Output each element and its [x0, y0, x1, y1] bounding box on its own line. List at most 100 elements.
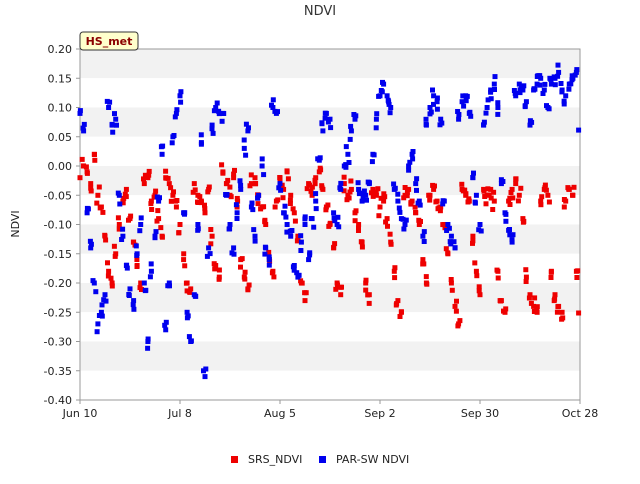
srs-ndvi-point	[151, 194, 157, 200]
par-sw-ndvi-point	[192, 293, 198, 299]
srs-ndvi-point	[116, 226, 122, 232]
srs-ndvi-point	[166, 181, 172, 187]
srs-ndvi-point	[534, 309, 540, 315]
par-sw-ndvi-point	[256, 192, 262, 198]
srs-ndvi-point	[128, 213, 134, 219]
srs-ndvi-point	[290, 206, 296, 212]
srs-ndvi-point	[474, 273, 480, 279]
par-sw-ndvi-point	[484, 105, 490, 110]
badge-box	[79, 31, 139, 51]
par-sw-ndvi-point	[555, 62, 561, 68]
srs-ndvi-point	[445, 250, 451, 256]
par-sw-ndvi-point	[206, 245, 212, 251]
par-sw-ndvi-point	[308, 216, 314, 221]
srs-ndvi-point	[216, 276, 222, 282]
par-sw-ndvi-point	[138, 215, 144, 221]
par-sw-ndvi-point	[420, 233, 426, 239]
par-sw-ndvi-point	[527, 122, 533, 128]
srs-ndvi-point	[341, 188, 347, 194]
par-sw-ndvi-point	[209, 122, 215, 128]
par-sw-ndvi-point	[238, 182, 244, 188]
par-sw-ndvi-point	[568, 81, 574, 87]
par-sw-ndvi-point	[548, 76, 554, 82]
srs-ndvi-point	[565, 185, 571, 191]
y-tick-label: -0.30	[44, 336, 72, 349]
par-sw-ndvi-point	[241, 145, 247, 151]
par-sw-ndvi-point	[402, 222, 408, 227]
par-sw-ndvi-point	[527, 118, 533, 124]
par-sw-ndvi-point	[198, 132, 204, 138]
srs-ndvi-point	[271, 274, 277, 280]
par-sw-ndvi-point	[452, 245, 458, 251]
par-sw-ndvi-point	[145, 345, 151, 351]
x-axis: Jun 10 Jul 8 Aug 5 Sep 2 Sep 30 Oct 28	[62, 400, 598, 420]
par-sw-ndvi-point	[473, 192, 479, 198]
srs-ndvi-point	[181, 257, 187, 263]
par-sw-ndvi-point	[507, 227, 512, 232]
srs-ndvi-point	[242, 269, 248, 275]
par-sw-ndvi-point	[266, 254, 272, 260]
par-sw-ndvi-point	[120, 226, 126, 232]
x-tick-label: Aug 5	[264, 407, 296, 420]
par-sw-ndvi-point	[87, 238, 93, 244]
srs-ndvi-point	[453, 308, 459, 314]
par-sw-ndvi-point	[141, 280, 147, 286]
par-sw-ndvi-point	[461, 103, 467, 109]
par-sw-ndvi-point	[363, 192, 369, 198]
par-sw-ndvi-point	[313, 198, 319, 204]
par-sw-ndvi-point	[335, 214, 341, 220]
srs-ndvi-point	[385, 223, 390, 229]
grid-band	[80, 341, 580, 371]
par-sw-ndvi-point	[115, 190, 121, 196]
par-sw-ndvi-point	[451, 239, 457, 245]
par-sw-ndvi-point	[172, 114, 178, 120]
par-sw-ndvi-point	[229, 250, 235, 256]
srs-ndvi-point	[575, 268, 581, 274]
srs-ndvi-point	[481, 188, 487, 194]
par-sw-ndvi-point	[284, 222, 290, 227]
srs-ndvi-point	[531, 309, 537, 314]
par-sw-ndvi-point	[414, 176, 420, 182]
par-sw-ndvi-point	[284, 229, 290, 235]
par-sw-ndvi-point	[266, 257, 272, 263]
srs-ndvi-point	[248, 172, 254, 178]
par-sw-ndvi-point	[159, 151, 165, 157]
srs-ndvi-point	[266, 249, 272, 255]
srs-ndvi-point	[359, 244, 365, 250]
par-sw-ndvi-point	[117, 201, 123, 207]
par-sw-ndvi-point	[331, 210, 337, 216]
srs-ndvi-point	[376, 213, 382, 219]
srs-ndvi-point	[442, 225, 448, 231]
srs-ndvi-point	[181, 251, 187, 257]
srs-ndvi-point	[100, 209, 106, 215]
srs-ndvi-point	[168, 198, 174, 204]
par-sw-ndvi-point	[481, 122, 487, 128]
par-sw-ndvi-point	[182, 211, 187, 217]
srs-ndvi-point	[526, 295, 532, 301]
par-sw-ndvi-point	[243, 152, 249, 158]
par-sw-ndvi-point	[160, 143, 166, 149]
srs-ndvi-point	[508, 190, 514, 195]
par-sw-ndvi-point	[572, 72, 578, 78]
y-axis: 0.20 0.15 0.10 0.05 0.00 -0.05 -0.10 -0.15 -0.20…	[44, 43, 80, 407]
par-sw-ndvi-point	[576, 127, 582, 133]
srs-ndvi-point	[272, 204, 278, 210]
data-points	[77, 62, 582, 380]
par-sw-ndvi-point	[348, 128, 354, 134]
srs-ndvi-point	[103, 237, 109, 243]
srs-ndvi-point	[378, 195, 384, 201]
par-sw-ndvi-point	[211, 108, 217, 114]
srs-ndvi-point	[165, 175, 171, 181]
srs-ndvi-point	[420, 257, 426, 263]
par-sw-ndvi-point	[109, 121, 115, 127]
par-sw-ndvi-point	[396, 205, 402, 211]
par-sw-ndvi-point	[507, 232, 513, 238]
par-sw-ndvi-point	[470, 175, 476, 180]
par-sw-ndvi-point	[147, 274, 153, 280]
par-sw-ndvi-point	[391, 181, 397, 187]
srs-ndvi-point	[88, 181, 94, 187]
par-sw-ndvi-point	[98, 309, 104, 315]
srs-ndvi-point	[370, 186, 376, 192]
srs-ndvi-point	[155, 208, 161, 214]
par-sw-ndvi-point	[406, 167, 412, 173]
